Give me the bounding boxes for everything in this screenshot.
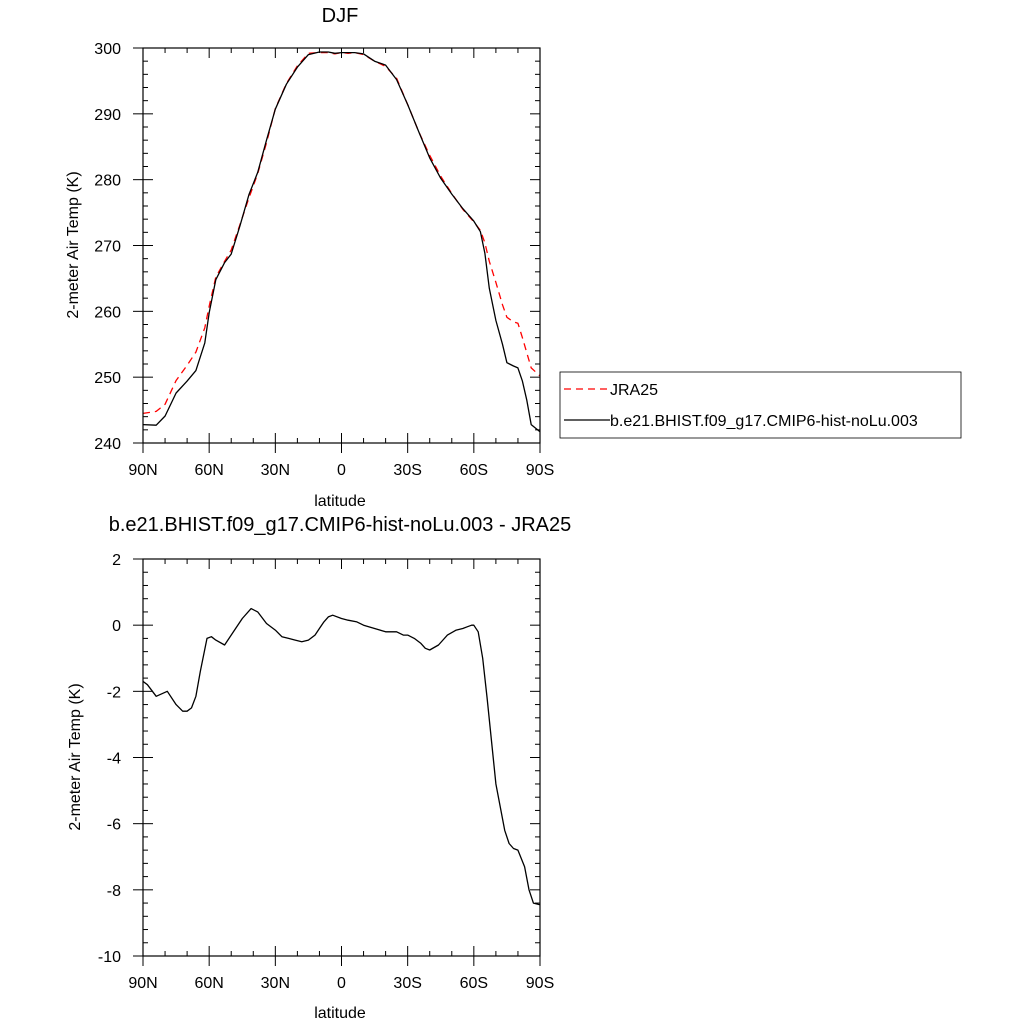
x-tick-label: 0 — [337, 462, 346, 479]
series-group — [142, 607, 541, 906]
legend-box — [559, 371, 962, 439]
y-axis-label: 2-meter Air Temp (K) — [67, 683, 84, 830]
x-tick-label: 0 — [337, 975, 346, 992]
x-tick-label: 30N — [261, 975, 290, 992]
x-axis-label: latitude — [314, 1005, 366, 1022]
chart-title: DJF — [322, 5, 359, 27]
legend-label-model: b.e21.BHIST.f09_g17.CMIP6-hist-noLu.003 — [610, 413, 918, 430]
chart-djf: DJF 90N 60N 30N 0 30S 60S 90S 240 250 260 270 280 29… — [65, 5, 962, 510]
y-tick-label: 300 — [94, 41, 121, 58]
x-tick-label: 60N — [194, 975, 223, 992]
tick-group: 90N 60N 30N 0 30S 60S 90S -10 -8 -6 -4 -2 0 2 — [98, 552, 554, 992]
y-tick-label: 260 — [94, 304, 121, 321]
x-axis-label: latitude — [314, 493, 366, 510]
y-tick-label: -6 — [107, 817, 121, 834]
series-group — [142, 51, 541, 433]
x-tick-label: 90S — [526, 462, 554, 479]
y-tick-label: -4 — [107, 751, 121, 768]
x-tick-label: 30S — [393, 462, 421, 479]
series-line-model — [142, 51, 541, 433]
y-tick-label: -2 — [107, 684, 121, 701]
y-tick-label: -10 — [98, 949, 121, 966]
x-tick-label: 30S — [393, 975, 421, 992]
y-tick-label: 0 — [112, 618, 121, 635]
tick-group: 90N 60N 30N 0 30S 60S 90S 240 250 260 270 280 290 300 — [94, 41, 554, 479]
y-tick-label: -8 — [107, 883, 121, 900]
y-tick-label: 2 — [112, 552, 121, 569]
y-tick-label: 250 — [94, 370, 121, 387]
y-tick-label: 270 — [94, 239, 121, 256]
chart-title: b.e21.BHIST.f09_g17.CMIP6-hist-noLu.003 … — [109, 514, 571, 536]
y-tick-label: 240 — [94, 436, 121, 453]
y-axis-label: 2-meter Air Temp (K) — [65, 171, 82, 318]
legend-label-jra25: JRA25 — [610, 382, 658, 399]
x-tick-label: 90N — [128, 975, 157, 992]
x-tick-label: 30N — [261, 462, 290, 479]
plot-frame — [142, 47, 541, 444]
chart-difference: b.e21.BHIST.f09_g17.CMIP6-hist-noLu.003 … — [67, 514, 571, 1022]
y-tick-label: 280 — [94, 173, 121, 190]
x-tick-label: 60N — [194, 462, 223, 479]
series-line-difference — [142, 607, 541, 906]
x-tick-label: 90N — [128, 462, 157, 479]
legend: JRA25 b.e21.BHIST.f09_g17.CMIP6-hist-noL… — [559, 371, 962, 439]
x-tick-label: 90S — [526, 975, 554, 992]
x-tick-label: 60S — [460, 462, 488, 479]
x-tick-label: 60S — [460, 975, 488, 992]
y-tick-label: 290 — [94, 107, 121, 124]
